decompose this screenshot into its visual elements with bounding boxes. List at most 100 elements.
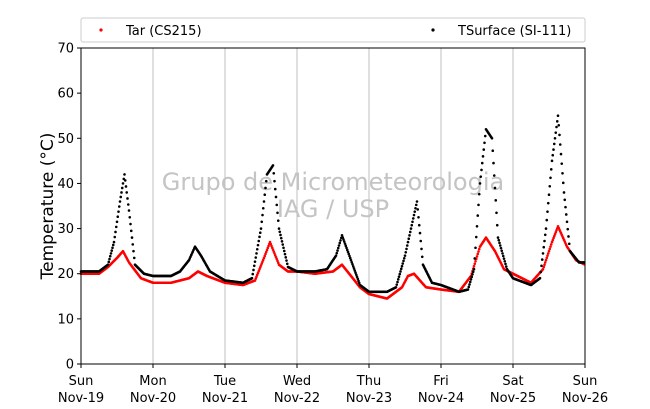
data-point	[132, 256, 136, 260]
y-tick-label: 60	[57, 87, 74, 102]
data-point	[264, 252, 267, 256]
data-point	[546, 254, 549, 257]
data-point	[554, 131, 558, 134]
data-point	[402, 256, 406, 260]
y-tick-label: 50	[57, 132, 74, 147]
series-tsurface	[79, 114, 586, 294]
data-point	[411, 220, 414, 224]
data-point	[258, 235, 261, 239]
data-point	[477, 250, 480, 253]
data-point	[541, 267, 545, 271]
data-point	[492, 174, 496, 177]
data-point	[282, 249, 286, 253]
data-point	[548, 247, 552, 251]
data-point	[344, 244, 348, 247]
data-point	[336, 249, 339, 252]
data-point	[540, 258, 544, 261]
legend: Tar (CS215) TSurface (SI-111)	[80, 17, 586, 43]
data-point	[108, 254, 112, 258]
data-point	[272, 171, 276, 175]
data-point	[544, 227, 548, 230]
data-point	[491, 149, 495, 152]
data-point	[263, 254, 267, 258]
data-point	[497, 238, 501, 242]
data-point	[127, 209, 131, 212]
data-point	[541, 252, 545, 255]
data-point	[545, 256, 549, 260]
data-point	[281, 243, 285, 246]
data-point	[542, 245, 546, 249]
data-point	[475, 255, 479, 258]
data-point	[480, 161, 484, 165]
data-point	[477, 203, 480, 207]
data-point	[414, 206, 417, 210]
data-point	[496, 236, 500, 239]
data-point	[480, 168, 483, 172]
data-point	[492, 161, 495, 165]
data-point	[416, 208, 420, 211]
y-tick-label: 10	[57, 312, 74, 327]
data-point	[130, 236, 134, 239]
y-tick-label: 30	[57, 222, 74, 237]
watermark-line-1: Grupo de Micrometeorologia	[162, 168, 504, 196]
data-point	[555, 120, 559, 123]
data-point	[108, 257, 111, 261]
legend-box	[80, 17, 586, 43]
data-point	[565, 220, 569, 224]
data-point	[113, 235, 117, 239]
data-point	[116, 215, 120, 219]
data-point	[563, 198, 567, 202]
data-point	[467, 285, 471, 289]
data-point	[399, 270, 402, 273]
data-point	[336, 246, 340, 250]
data-point	[338, 241, 342, 245]
data-point	[262, 256, 266, 260]
data-point	[252, 268, 255, 272]
data-point	[552, 148, 555, 151]
data-point	[555, 125, 558, 129]
data-point	[543, 233, 547, 237]
data-point	[420, 247, 423, 251]
data-point	[357, 281, 361, 285]
data-point	[566, 227, 570, 231]
data-point	[111, 246, 114, 250]
data-point	[107, 260, 111, 264]
data-point	[337, 244, 341, 247]
x-tick-label-day: Sat	[502, 374, 523, 389]
data-point	[348, 254, 351, 258]
data-point	[110, 249, 114, 252]
data-point	[278, 230, 282, 234]
data-point	[126, 203, 130, 206]
data-point	[129, 222, 132, 226]
plot-frame	[80, 47, 586, 365]
x-tick-label-date: Nov-26	[562, 391, 608, 406]
data-point	[477, 192, 481, 196]
data-point	[538, 276, 542, 280]
data-point	[124, 185, 128, 188]
x-axis: Sun Nov-19 Mon Nov-20 Tue Nov-21 Wed Nov-22 Thu N…	[58, 364, 608, 406]
data-point	[351, 265, 355, 268]
data-point	[543, 261, 547, 264]
data-point	[256, 243, 260, 247]
data-point	[420, 255, 424, 259]
data-point	[264, 250, 268, 254]
data-point	[476, 252, 480, 256]
data-point	[117, 210, 120, 213]
data-point	[475, 225, 479, 228]
data-point	[357, 279, 360, 283]
data-point	[350, 260, 354, 264]
data-point	[125, 191, 129, 194]
data-point	[114, 230, 117, 234]
data-point	[276, 219, 280, 222]
data-point	[547, 249, 551, 253]
data-point	[552, 234, 556, 238]
data-point	[472, 264, 476, 268]
data-point	[554, 230, 558, 234]
x-tick-label-day: Sun	[69, 374, 94, 389]
data-point	[131, 243, 135, 246]
x-tick-label-date: Nov-24	[418, 391, 464, 406]
data-point	[342, 240, 346, 243]
data-point	[552, 142, 556, 146]
data-point	[483, 134, 487, 138]
data-point	[498, 241, 501, 245]
